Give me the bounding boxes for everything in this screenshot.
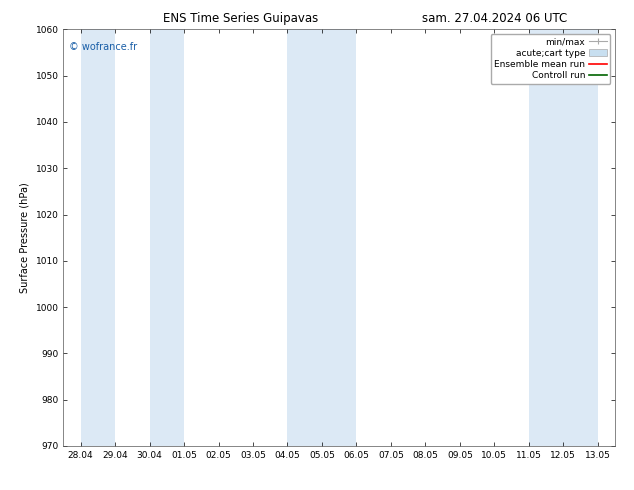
Bar (287, 29, 356, 446)
Text: © wofrance.fr: © wofrance.fr (69, 42, 137, 52)
Bar (81, 29, 115, 446)
Bar (529, 29, 598, 446)
Legend: min/max, acute;cart type, Ensemble mean run, Controll run: min/max, acute;cart type, Ensemble mean … (491, 34, 611, 84)
Text: ENS Time Series Guipavas: ENS Time Series Guipavas (164, 12, 318, 25)
Bar (150, 29, 184, 446)
Y-axis label: Surface Pressure (hPa): Surface Pressure (hPa) (20, 182, 30, 293)
Text: sam. 27.04.2024 06 UTC: sam. 27.04.2024 06 UTC (422, 12, 567, 25)
